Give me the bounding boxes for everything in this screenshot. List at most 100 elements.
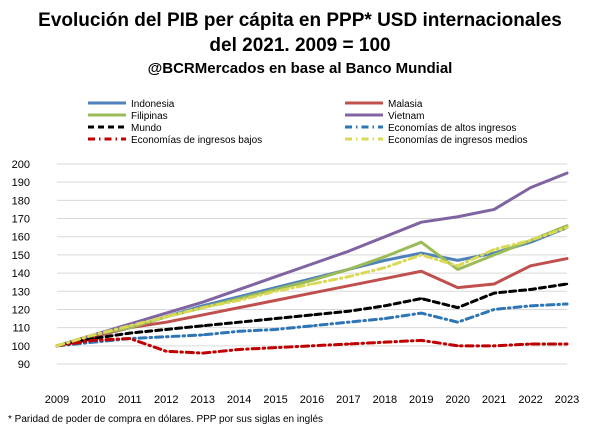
legend-label-indonesia: Indonesia bbox=[131, 99, 175, 110]
series-line-vietnam bbox=[55, 171, 569, 348]
data-point-economias-de-altos-ingresos bbox=[347, 320, 350, 324]
x-tick-label: 2013 bbox=[190, 394, 214, 406]
series-line-malasia bbox=[55, 257, 569, 348]
x-tick-label: 2017 bbox=[336, 394, 360, 406]
data-point-economias-de-altos-ingresos bbox=[565, 302, 569, 306]
data-point-economias-de-altos-ingresos bbox=[165, 335, 168, 338]
data-point-mundo bbox=[347, 310, 350, 313]
data-point-vietnam bbox=[383, 235, 387, 238]
data-point-mundo bbox=[165, 328, 168, 331]
data-point-economias-de-ingresos-bajos bbox=[383, 340, 387, 344]
data-point-economias-de-ingresos-bajos bbox=[165, 350, 168, 353]
data-point-vietnam bbox=[201, 300, 204, 304]
data-point-malasia bbox=[529, 264, 532, 268]
data-point-filipinas bbox=[492, 253, 496, 257]
data-point-malasia bbox=[383, 277, 387, 280]
data-point-economias-de-ingresos-medios bbox=[492, 248, 496, 251]
data-point-mundo bbox=[383, 304, 387, 308]
y-tick-label: 100 bbox=[12, 341, 30, 353]
legend-label-filipinas: Filipinas bbox=[131, 111, 168, 122]
data-point-economias-de-ingresos-bajos bbox=[492, 344, 496, 348]
data-point-filipinas bbox=[456, 268, 459, 271]
data-point-economias-de-ingresos-medios bbox=[201, 306, 204, 309]
x-tick-label: 2010 bbox=[81, 394, 105, 406]
data-point-economias-de-altos-ingresos bbox=[492, 308, 496, 311]
data-point-economias-de-altos-ingresos bbox=[310, 324, 314, 328]
data-point-mundo bbox=[201, 324, 204, 328]
data-point-economias-de-ingresos-bajos bbox=[565, 342, 569, 346]
data-point-economias-de-altos-ingresos bbox=[237, 330, 241, 333]
y-tick-label: 190 bbox=[12, 177, 30, 189]
data-point-economias-de-ingresos-medios bbox=[55, 344, 59, 348]
data-point-malasia bbox=[456, 286, 459, 289]
data-point-mundo bbox=[128, 331, 132, 335]
data-point-filipinas bbox=[128, 326, 132, 329]
data-point-economias-de-ingresos-medios bbox=[165, 315, 168, 318]
data-point-vietnam bbox=[492, 208, 496, 211]
data-point-economias-de-altos-ingresos bbox=[529, 304, 532, 308]
data-point-indonesia bbox=[383, 259, 387, 262]
y-tick-label: 200 bbox=[12, 159, 30, 171]
x-tick-label: 2015 bbox=[263, 394, 287, 406]
legend-label-economias-de-ingresos-bajos: Economías de ingresos bajos bbox=[131, 135, 262, 146]
data-point-mundo bbox=[237, 320, 241, 324]
data-point-economias-de-ingresos-bajos bbox=[456, 344, 459, 348]
x-tick-label: 2009 bbox=[45, 394, 69, 406]
data-point-economias-de-ingresos-medios bbox=[565, 226, 569, 229]
data-point-malasia bbox=[201, 313, 204, 317]
data-point-economias-de-altos-ingresos bbox=[420, 311, 423, 315]
data-point-mundo bbox=[274, 317, 277, 320]
data-point-economias-de-ingresos-medios bbox=[92, 333, 95, 337]
y-tick-label: 90 bbox=[18, 359, 30, 371]
chart-title: Evolución del PIB per cápita en PPP* USD… bbox=[38, 10, 562, 31]
x-tick-label: 2011 bbox=[118, 394, 142, 406]
data-point-economias-de-ingresos-medios bbox=[347, 275, 350, 278]
y-tick-label: 180 bbox=[12, 195, 30, 207]
data-point-economias-de-ingresos-bajos bbox=[237, 348, 241, 351]
data-point-mundo bbox=[456, 306, 459, 309]
data-point-vietnam bbox=[347, 250, 350, 253]
data-point-mundo bbox=[492, 291, 496, 295]
y-tick-label: 150 bbox=[12, 250, 30, 262]
data-point-vietnam bbox=[237, 288, 241, 291]
data-point-vietnam bbox=[420, 220, 423, 224]
chart-title-line2: del 2021. 2009 = 100 bbox=[209, 35, 391, 56]
legend-label-economias-de-ingresos-medios: Economías de ingresos medios bbox=[388, 135, 528, 146]
y-tick-label: 130 bbox=[12, 286, 30, 298]
data-point-malasia bbox=[165, 320, 168, 324]
data-point-economias-de-ingresos-medios bbox=[128, 324, 132, 328]
data-point-economias-de-ingresos-medios bbox=[237, 299, 241, 302]
data-point-malasia bbox=[347, 284, 350, 288]
data-point-vietnam bbox=[456, 215, 459, 218]
y-tick-label: 140 bbox=[12, 268, 30, 280]
data-point-indonesia bbox=[456, 259, 459, 262]
data-point-malasia bbox=[237, 306, 241, 309]
data-point-filipinas bbox=[420, 240, 423, 244]
data-point-malasia bbox=[492, 282, 496, 286]
data-point-vietnam bbox=[565, 171, 569, 175]
data-point-malasia bbox=[274, 299, 277, 302]
data-point-mundo bbox=[529, 288, 532, 291]
x-tick-label: 2022 bbox=[518, 394, 542, 406]
data-point-economias-de-ingresos-medios bbox=[529, 239, 532, 242]
x-tick-label: 2019 bbox=[409, 394, 433, 406]
y-tick-label: 120 bbox=[12, 304, 30, 316]
x-tick-label: 2016 bbox=[300, 394, 324, 406]
x-tick-label: 2023 bbox=[555, 394, 579, 406]
data-point-vietnam bbox=[529, 186, 532, 189]
data-point-economias-de-ingresos-bajos bbox=[529, 342, 532, 346]
data-point-mundo bbox=[420, 297, 423, 300]
legend-label-mundo: Mundo bbox=[131, 123, 162, 134]
data-point-economias-de-ingresos-medios bbox=[456, 264, 459, 268]
x-tick-label: 2014 bbox=[227, 394, 251, 406]
x-tick-label: 2012 bbox=[154, 394, 178, 406]
data-point-vietnam bbox=[274, 275, 277, 278]
data-point-economias-de-ingresos-bajos bbox=[128, 337, 132, 340]
y-tick-label: 160 bbox=[12, 232, 30, 244]
legend-label-economias-de-altos-ingresos: Economías de altos ingresos bbox=[388, 123, 516, 134]
data-point-filipinas bbox=[347, 268, 350, 271]
x-tick-label: 2021 bbox=[482, 394, 506, 406]
data-point-economias-de-ingresos-bajos bbox=[92, 339, 95, 342]
data-point-economias-de-altos-ingresos bbox=[383, 317, 387, 320]
